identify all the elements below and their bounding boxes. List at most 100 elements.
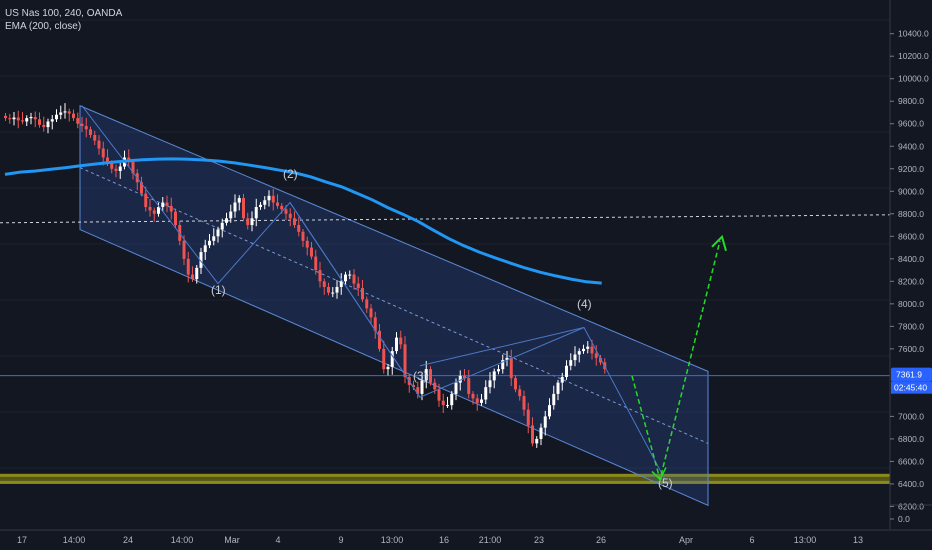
candle-body — [420, 380, 424, 394]
candle-body — [110, 163, 114, 169]
candle-body — [514, 378, 517, 390]
candle-body — [480, 399, 483, 403]
price-tag-box — [891, 367, 932, 382]
price-tick-label: 8800.0 — [898, 209, 924, 219]
candle-body — [38, 119, 41, 125]
price-tick-label: 10400.0 — [898, 29, 929, 39]
candle-body — [484, 387, 488, 400]
candle-body — [361, 288, 364, 300]
candle-body — [416, 387, 420, 394]
candle-body — [93, 135, 97, 141]
candle-body — [543, 416, 547, 428]
price-tick-label: 0.0 — [898, 514, 910, 524]
time-tick-label: 14:00 — [63, 535, 86, 545]
candle-body — [203, 245, 207, 253]
candle-body — [497, 369, 500, 372]
candle-body — [369, 308, 373, 318]
candle-body — [169, 205, 173, 212]
candle-body — [522, 396, 526, 410]
price-tick-label: 6800.0 — [898, 434, 924, 444]
candle-body — [271, 195, 275, 203]
candle-body — [199, 252, 203, 268]
support-zone — [0, 473, 890, 484]
candle-body — [412, 384, 415, 388]
candle-body — [327, 286, 330, 293]
candle-body — [390, 351, 394, 367]
candle-body — [174, 211, 177, 226]
candle-body — [573, 354, 577, 361]
candle-body — [131, 162, 135, 174]
candle-body — [229, 211, 233, 219]
candle-body — [467, 378, 471, 394]
time-tick-label: 6 — [749, 535, 754, 545]
projection-arrows — [631, 234, 727, 483]
price-tick-label: 10200.0 — [898, 51, 929, 61]
candle-body — [212, 236, 216, 241]
candle-body — [16, 117, 20, 121]
candle-body — [505, 357, 509, 361]
candle-body — [267, 195, 271, 201]
time-tick-label: 17 — [17, 535, 27, 545]
wave-label: (1) — [211, 283, 226, 297]
candle-body — [293, 218, 296, 226]
price-tag: 7361.9 02:45:40 — [891, 367, 932, 394]
price-tick-label: 8400.0 — [898, 254, 924, 264]
candle-body — [344, 274, 347, 282]
candle-body — [63, 111, 67, 113]
countdown-box — [891, 381, 932, 394]
time-tick-label: 16 — [439, 535, 449, 545]
candle-body — [301, 231, 305, 241]
time-tick-label: Mar — [224, 535, 240, 545]
candle-body — [322, 281, 326, 287]
time-tick-label: 13 — [853, 535, 863, 545]
wave-labels: (1) (2) (3) (4) (5) — [81, 105, 673, 490]
candle-body — [556, 382, 560, 394]
price-tick-label: 9400.0 — [898, 141, 924, 151]
candle-body — [284, 209, 288, 214]
time-tick-label: 21:00 — [479, 535, 502, 545]
candle-body — [582, 348, 585, 352]
support-zone-core — [0, 476, 890, 481]
candle-body — [433, 382, 437, 390]
indicator-label[interactable]: EMA (200, close) — [5, 21, 82, 32]
candle-body — [305, 240, 309, 248]
candle-body — [165, 202, 169, 206]
candle-body — [565, 365, 568, 378]
symbol-title[interactable]: US Nas 100, 240, OANDA — [5, 8, 123, 19]
candle-body — [463, 375, 466, 379]
chart-legend: US Nas 100, 240, OANDA EMA (200, close) — [5, 7, 122, 33]
candle-body — [242, 198, 245, 219]
countdown-value: 02:45:40 — [894, 383, 927, 393]
candle-body — [373, 317, 377, 331]
candle-body — [67, 111, 71, 114]
candle-body — [80, 123, 84, 126]
candle-body — [488, 380, 492, 388]
candle-body — [318, 270, 322, 282]
time-tick-label: Apr — [679, 535, 693, 545]
candle-body — [50, 119, 54, 122]
candle-body — [106, 157, 109, 164]
projection-arrowhead — [711, 234, 727, 252]
candle-body — [526, 409, 530, 426]
time-axis[interactable]: 17 14:00 24 14:00 Mar 4 9 13:00 16 21:00 23 26 Apr 6 1… — [0, 529, 932, 545]
candle-body — [437, 389, 441, 401]
candle-body — [237, 198, 241, 203]
candle-body — [518, 389, 522, 397]
candle-body — [454, 382, 458, 394]
candle-body — [599, 357, 602, 363]
candle-body — [314, 256, 318, 271]
candle-body — [101, 148, 105, 158]
candle-body — [59, 112, 63, 115]
projection-arrowhead — [651, 467, 667, 481]
candle-body — [46, 121, 50, 128]
candle-body — [25, 118, 29, 122]
candle-body — [348, 274, 352, 276]
candle-body — [216, 229, 220, 237]
wave-label: (3) — [413, 369, 428, 383]
grid-lines — [0, 19, 890, 469]
candle-body — [280, 205, 284, 210]
price-tick-label: 9800.0 — [898, 96, 924, 106]
price-axis[interactable]: 10400.0 10200.0 10000.0 9800.0 9600.0 9400.0 9… — [889, 0, 932, 529]
candle-body — [590, 346, 594, 354]
